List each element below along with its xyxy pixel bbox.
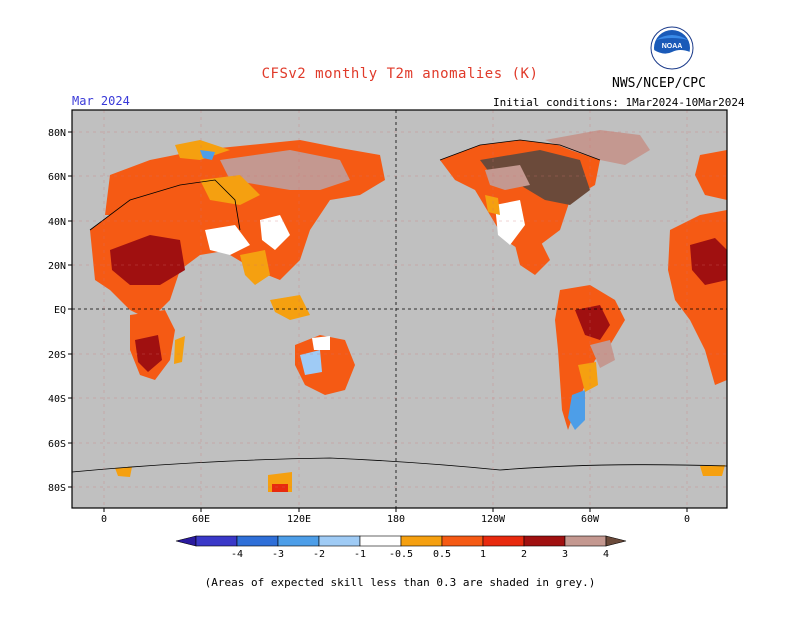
latitude-label: 20S — [48, 350, 66, 361]
colorbar-box — [441, 535, 484, 547]
coastlines — [71, 139, 728, 473]
colorbar-label: -0.5 — [389, 549, 413, 560]
latitude-label: 40N — [48, 217, 66, 228]
initial-conditions: Initial conditions: 1Mar2024-10Mar2024 — [493, 96, 745, 109]
latitude-label: 80N — [48, 128, 66, 139]
longitude-label: 120W — [481, 514, 506, 525]
chart-title: CFSv2 monthly T2m anomalies (K) — [261, 66, 539, 82]
longitude-label: 0 — [101, 514, 107, 525]
colorbar-label: 2 — [521, 549, 527, 560]
latitude-label: 20N — [48, 261, 66, 272]
latitude-label: EQ — [54, 305, 66, 316]
land-anomaly-fields — [72, 130, 727, 508]
latitude-label: 80S — [48, 483, 66, 494]
forecast-month: Mar 2024 — [72, 94, 130, 108]
longitude-labels: 0 60E 120E 180 120W 60W 0 — [101, 508, 690, 525]
colorbar-box — [195, 535, 238, 547]
longitude-label: 120E — [287, 514, 311, 525]
reference-lines — [72, 110, 727, 508]
colorbar: -4 -3 -2 -1 -0.5 0.5 1 2 3 4 — [175, 535, 627, 560]
colorbar-label: -3 — [272, 549, 284, 560]
latitude-label: 60N — [48, 172, 66, 183]
colorbar-box — [400, 535, 443, 547]
footnote: (Areas of expected skill less than 0.3 a… — [204, 576, 596, 589]
latitude-label: 60S — [48, 439, 66, 450]
grid-lines — [72, 110, 727, 508]
colorbar-label: -4 — [231, 549, 243, 560]
agency-label: NWS/NCEP/CPC — [612, 76, 706, 91]
colorbar-box — [482, 535, 525, 547]
latitude-labels: 80N 60N 40N 20N EQ 20S 40S 60S 80S — [48, 128, 72, 494]
longitude-label: 60W — [581, 514, 600, 525]
colorbar-label: -1 — [354, 549, 366, 560]
colorbar-label: 3 — [562, 549, 568, 560]
noaa-logo: NOAA — [650, 26, 694, 70]
colorbar-label: 0.5 — [433, 549, 451, 560]
longitude-label: 180 — [387, 514, 405, 525]
colorbar-label: 1 — [480, 549, 486, 560]
colorbar-box — [523, 535, 566, 547]
colorbar-label: 4 — [603, 549, 609, 560]
latitude-label: 40S — [48, 394, 66, 405]
colorbar-box — [277, 535, 320, 547]
colorbar-label: -2 — [313, 549, 325, 560]
colorbar-end-high — [605, 535, 627, 547]
colorbar-box — [359, 535, 402, 547]
colorbar-box — [236, 535, 279, 547]
colorbar-box — [318, 535, 361, 547]
noaa-logo-text: NOAA — [662, 43, 683, 50]
longitude-label: 0 — [684, 514, 690, 525]
colorbar-box — [564, 535, 607, 547]
colorbar-end-low — [175, 535, 197, 547]
longitude-label: 60E — [192, 514, 210, 525]
